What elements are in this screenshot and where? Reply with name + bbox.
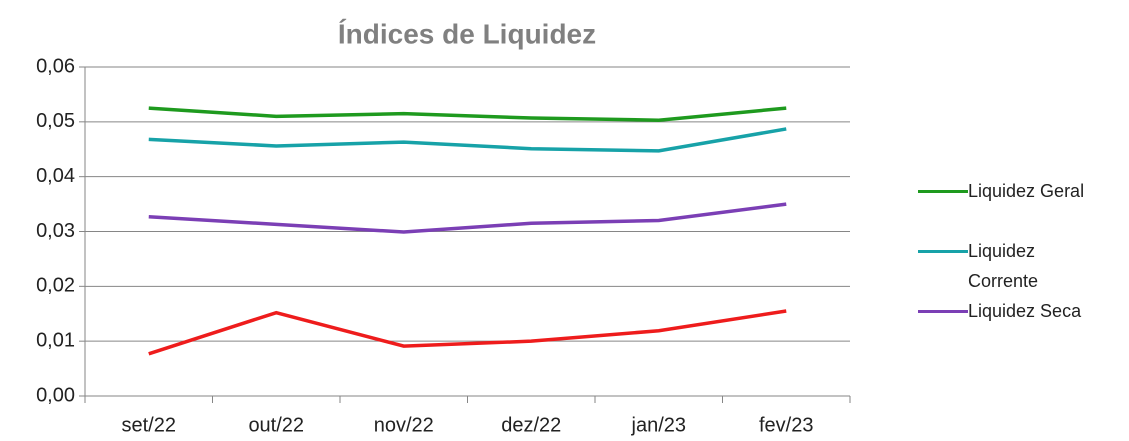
legend-item: Liquidez Geral: [918, 176, 1098, 206]
series-line: [148, 202, 787, 234]
y-tick-label: 0,04: [36, 165, 75, 187]
y-tick-label: 0,06: [36, 55, 75, 77]
x-tick-label: dez/22: [501, 414, 561, 436]
x-tick-label: nov/22: [374, 414, 434, 436]
legend-label: Liquidez Seca: [968, 301, 1082, 321]
chart-title: Índices de Liquidez: [338, 18, 596, 49]
y-tick-label: 0,00: [36, 384, 75, 406]
x-tick-label: set/22: [122, 414, 176, 436]
legend-swatch: [918, 310, 968, 313]
y-tick-label: 0,03: [36, 220, 75, 242]
legend-label: Liquidez Geral: [968, 181, 1085, 201]
series-line: [148, 127, 787, 153]
y-tick-label: 0,05: [36, 110, 75, 132]
legend-swatch: [918, 190, 968, 193]
legend-swatch: [918, 250, 968, 253]
series-line: [148, 106, 787, 122]
x-tick-label: out/22: [248, 414, 304, 436]
x-tick-label: jan/23: [631, 414, 687, 436]
y-tick-label: 0,01: [36, 329, 75, 351]
legend-item: Liquidez Seca: [918, 296, 1098, 326]
series-line: [148, 309, 787, 356]
y-tick-label: 0,02: [36, 275, 75, 297]
x-tick-label: fev/23: [759, 414, 813, 436]
legend-item: Liquidez Corrente: [918, 236, 1098, 296]
legend-label: Liquidez Corrente: [968, 241, 1039, 291]
